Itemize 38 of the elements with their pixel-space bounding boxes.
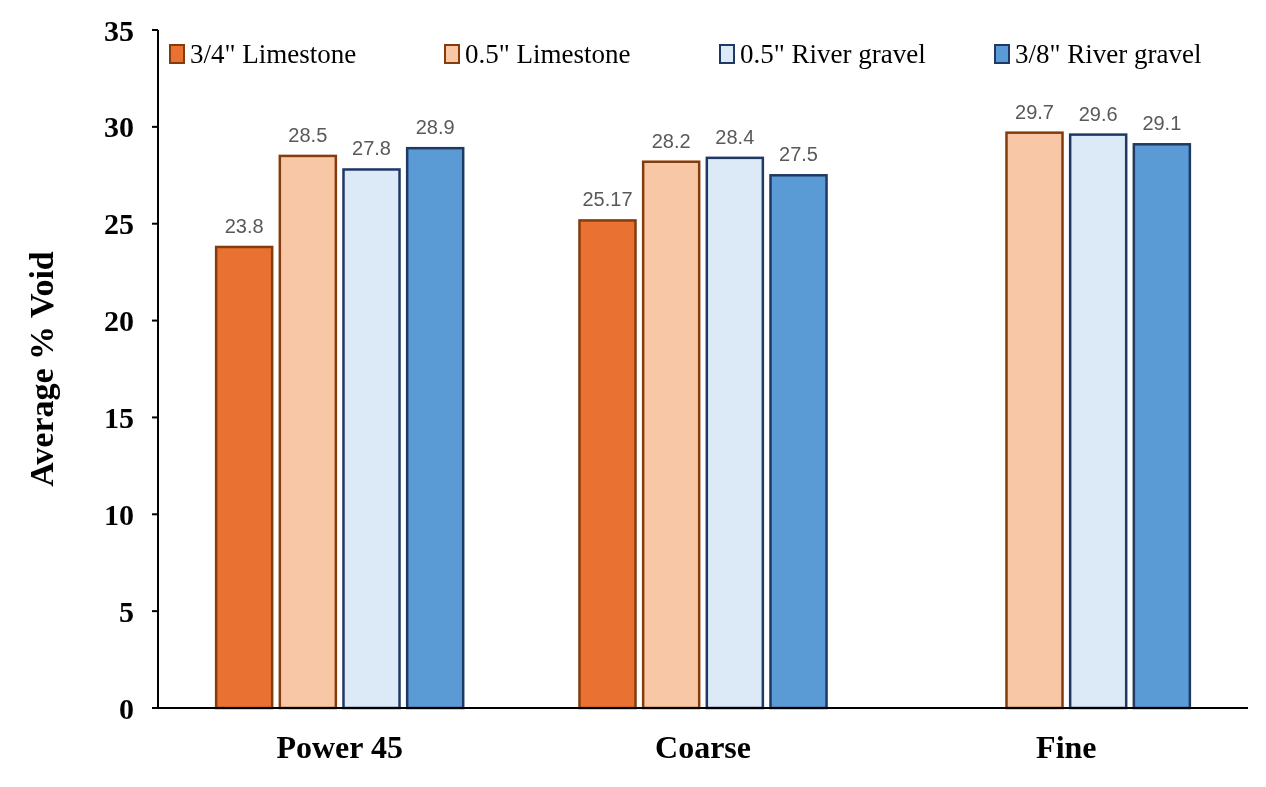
bar [641, 160, 701, 710]
data-label: 29.7 [1015, 100, 1054, 123]
y-tick-label: 35 [104, 13, 134, 47]
y-tick-label: 30 [104, 110, 134, 144]
bar [342, 168, 401, 710]
legend-label: 0.5" River gravel [740, 39, 926, 70]
y-tick-label: 15 [104, 400, 134, 434]
bar [1005, 131, 1064, 710]
legend-label: 0.5" Limestone [465, 39, 631, 70]
x-tick-label: Fine [1036, 729, 1097, 765]
data-label: 27.5 [779, 143, 818, 166]
bar [769, 174, 828, 710]
bar [1068, 133, 1128, 710]
data-label: 28.2 [651, 129, 691, 152]
data-label: 28.4 [715, 125, 755, 148]
bar [214, 245, 274, 710]
y-axis-title: Average % Void [23, 251, 60, 487]
x-tick-label: Coarse [655, 729, 751, 765]
data-label: 29.1 [1142, 112, 1182, 135]
data-label: 25.17 [582, 188, 633, 211]
data-label: 28.9 [415, 116, 455, 139]
bar [278, 154, 338, 710]
y-tick-label: 10 [104, 497, 134, 531]
legend-label: 3/4" Limestone [190, 39, 357, 70]
y-tick-label: 25 [104, 207, 134, 241]
data-label: 23.8 [224, 214, 264, 237]
y-tick-label: 0 [119, 691, 134, 725]
data-label: 29.6 [1078, 102, 1118, 125]
legend-label: 3/8" River gravel [1015, 39, 1202, 70]
bar [405, 146, 465, 710]
data-label: 27.8 [352, 137, 391, 160]
y-tick-label: 5 [119, 594, 134, 628]
y-tick-label: 20 [104, 304, 134, 338]
data-label: 28.5 [288, 123, 328, 146]
bar [578, 219, 637, 710]
bar [705, 156, 765, 710]
x-tick-label: Power 45 [276, 729, 403, 765]
bar [1132, 143, 1192, 710]
